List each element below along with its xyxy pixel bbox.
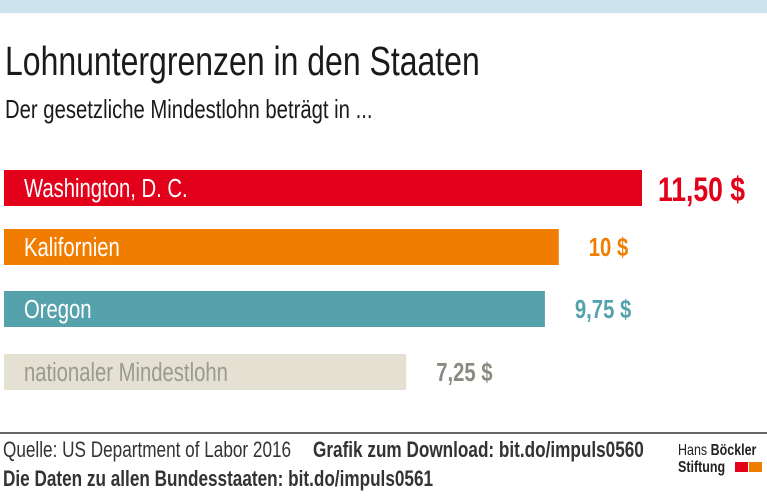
logo-hans: Hans — [678, 442, 708, 459]
download-link[interactable]: Grafik zum Download: bit.do/impuls0560 — [313, 437, 644, 462]
chart-title: Lohnuntergrenzen in den Staaten — [5, 38, 480, 84]
source-note: Quelle: US Department of Labor 2016 — [3, 437, 292, 462]
all-states-link[interactable]: Die Daten zu allen Bundesstaaten: bit.do… — [3, 466, 434, 491]
bar — [4, 354, 407, 390]
bar — [4, 229, 559, 265]
divider — [0, 432, 767, 434]
logo-line2: Stiftung — [678, 459, 726, 476]
logo-red-square — [735, 462, 748, 472]
bar — [4, 170, 642, 206]
bar-category-label: Washington, D. C. — [24, 174, 188, 203]
bar-value-label: 10 $ — [589, 233, 628, 262]
bar-value-label: 9,75 $ — [575, 295, 631, 324]
chart-subtitle: Der gesetzliche Mindestlohn beträgt in .… — [5, 94, 373, 124]
logo-orange-square — [749, 462, 762, 472]
bar-category-label: nationaler Mindestlohn — [24, 358, 228, 387]
logo-line1: Hans Böckler — [678, 442, 756, 460]
bar-value-label: 11,50 $ — [658, 171, 745, 209]
bar-value-label: 7,25 $ — [436, 358, 492, 387]
logo-boeckler: Böckler — [710, 442, 757, 459]
bar-chart: Washington, D. C. 11,50 $ Kalifornien 10 $ O… — [4, 170, 745, 390]
top-band — [0, 0, 767, 13]
bar-category-label: Kalifornien — [24, 233, 120, 262]
bar-category-label: Oregon — [24, 295, 92, 324]
bar — [4, 291, 545, 327]
